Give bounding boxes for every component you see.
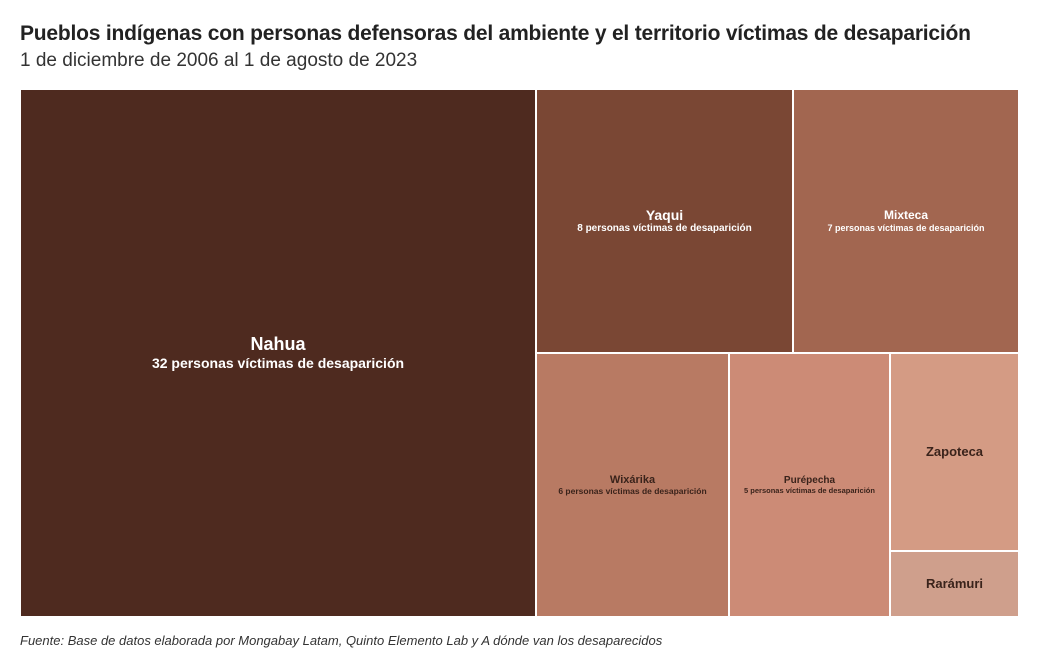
tile-name: Zapoteca (925, 443, 984, 459)
treemap: Nahua 32 personas víctimas de desaparició… (20, 89, 1019, 617)
tile-name: Purépecha (783, 474, 836, 486)
tile-value-label: 5 personas víctimas de desaparición (744, 486, 875, 496)
treemap-tile-nahua: Nahua 32 personas víctimas de desaparició… (20, 89, 536, 617)
tile-value-label: 32 personas víctimas de desaparición (151, 354, 405, 371)
chart-subtitle: 1 de diciembre de 2006 al 1 de agosto de… (20, 50, 418, 71)
tile-name: Rarámuri (925, 575, 984, 591)
chart-title: Pueblos indígenas con personas defensora… (20, 22, 971, 45)
tile-name: Wixárika (609, 473, 656, 486)
tile-name: Nahua (250, 334, 306, 355)
tile-value-label: 7 personas víctimas de desaparición (827, 222, 985, 233)
treemap-tile-wixarika: Wixárika 6 personas víctimas de desaparic… (536, 353, 729, 617)
tile-name: Mixteca (883, 207, 929, 222)
treemap-tile-zapoteca: Zapoteca (890, 353, 1019, 551)
treemap-tile-mixteca: Mixteca 7 personas víctimas de desaparici… (793, 89, 1019, 353)
source-note: Fuente: Base de datos elaborada por Mong… (20, 633, 663, 648)
tile-value-label: 6 personas víctimas de desaparición (558, 486, 707, 497)
tile-name: Yaqui (645, 206, 684, 223)
treemap-tile-yaqui: Yaqui 8 personas víctimas de desaparición (536, 89, 793, 353)
tile-value-label: 8 personas víctimas de desaparición (577, 223, 752, 235)
treemap-tile-raramuri: Rarámuri (890, 551, 1019, 617)
treemap-tile-purepecha: Purépecha 5 personas víctimas de desapari… (729, 353, 890, 617)
